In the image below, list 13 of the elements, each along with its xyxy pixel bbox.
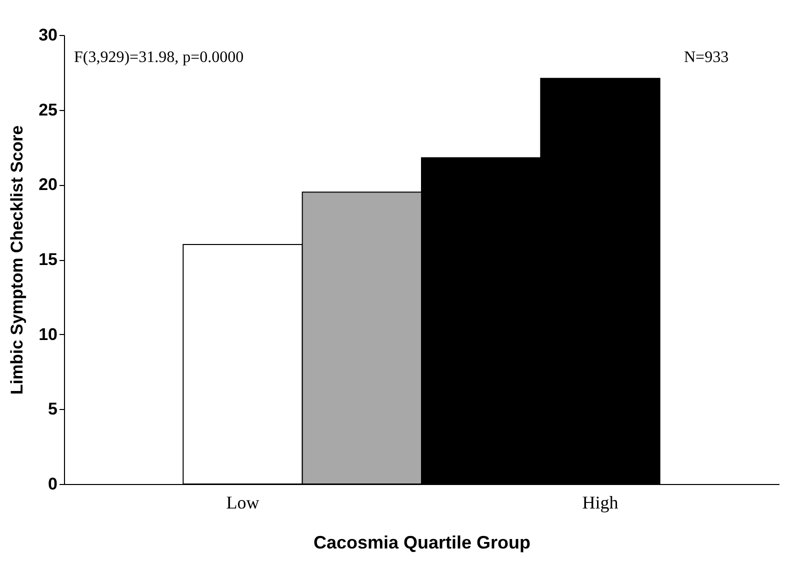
y-tick-label: 10 (38, 324, 58, 344)
y-tick-label: 15 (38, 250, 58, 269)
y-axis-title: Limbic Symptom Checklist Score (8, 125, 27, 395)
y-tick-label: 30 (38, 26, 58, 44)
text: N=933 (684, 49, 729, 66)
y-tick-label: 5 (48, 400, 58, 419)
annotation: F(3,929)=31.98, p=0.0000 (74, 49, 244, 66)
y-tick-label: 20 (38, 175, 58, 194)
y-tick-label: 25 (38, 100, 58, 120)
x-tick-label: Low (226, 492, 260, 512)
x-axis-title: Cacosmia Quartile Group (313, 532, 531, 552)
x-tick-label: High (582, 492, 618, 512)
y-tick-label: 0 (48, 474, 58, 494)
